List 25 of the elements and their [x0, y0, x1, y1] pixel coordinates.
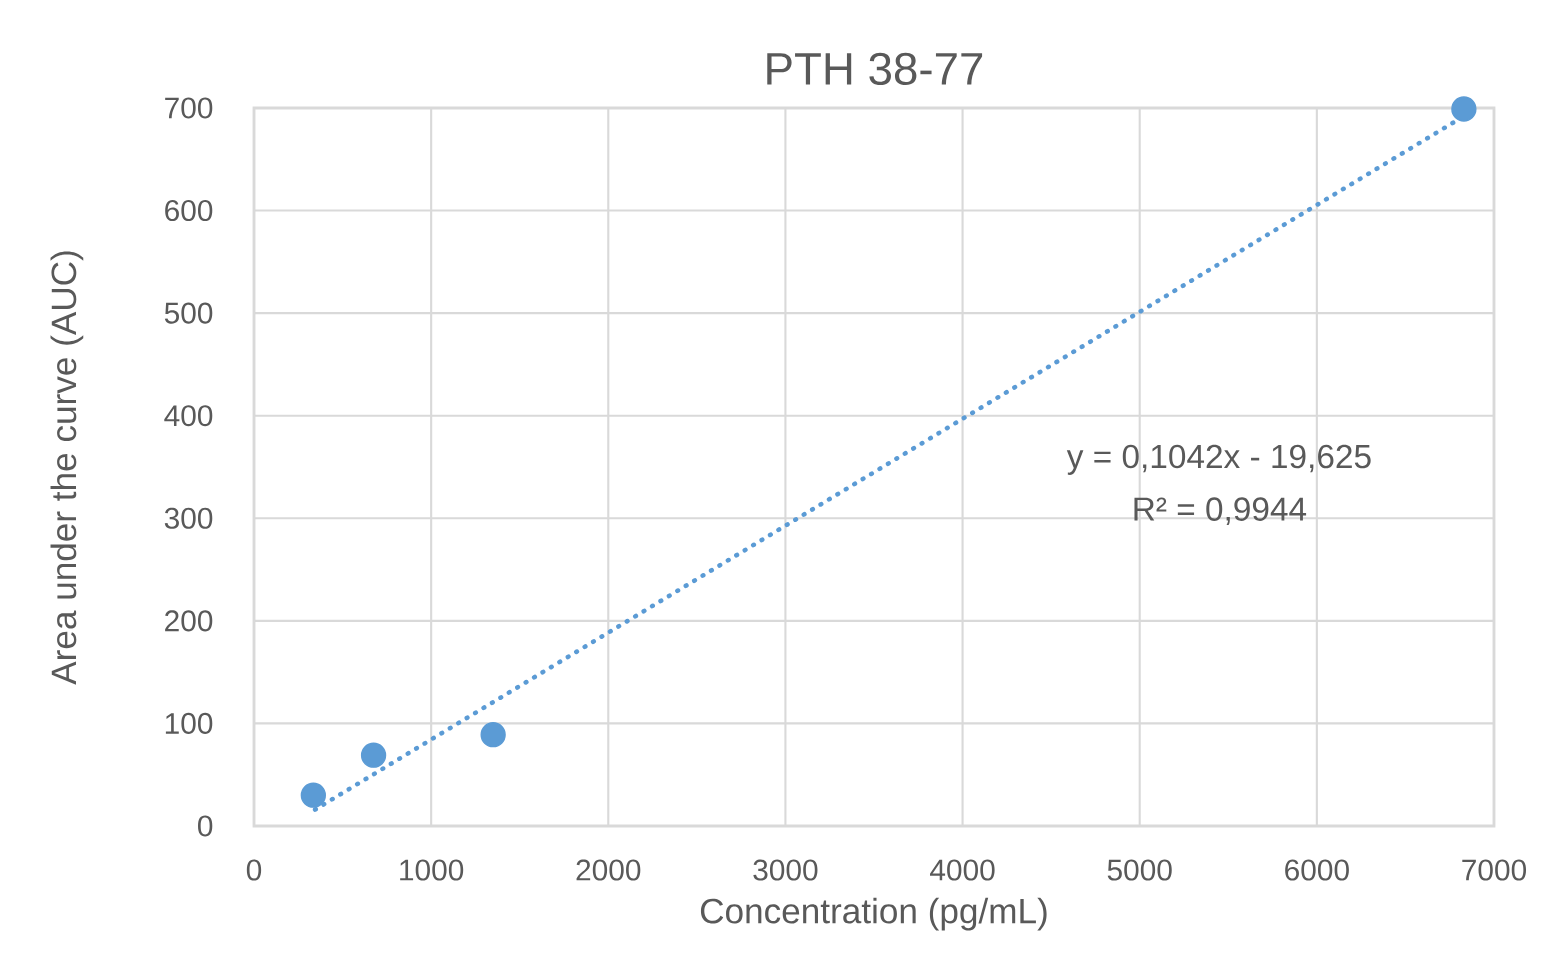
x-axis-title: Concentration (pg/mL) [700, 897, 1047, 931]
x-tick-label: 3000 [753, 859, 818, 881]
x-tick-label: 0 [246, 859, 262, 881]
x-tick-label: 2000 [576, 859, 641, 881]
x-tick-label: 6000 [1285, 859, 1349, 881]
y-tick-label: 300 [164, 507, 213, 529]
y-tick-label: 500 [164, 302, 213, 324]
x-tick-label: 1000 [400, 859, 464, 881]
x-tick-label: 4000 [930, 859, 995, 881]
point [300, 782, 326, 808]
y-axis-title: Area under the curve (AUC) [50, 251, 84, 685]
y-tick-label: 100 [165, 712, 213, 734]
point [480, 722, 506, 748]
point [1451, 96, 1477, 122]
chart-title: PTH 38-77 [767, 52, 983, 86]
annotation: R² = 0,9944 [1134, 497, 1307, 525]
x-tick-label: 7000 [1462, 859, 1527, 881]
y-tick-label: 200 [165, 610, 213, 632]
y-tick-label: 600 [165, 200, 213, 222]
x-tick-label: 5000 [1107, 859, 1172, 881]
annotation: y = 0,1042x - 19,625 [1066, 444, 1371, 475]
y-tick-label: 400 [164, 405, 213, 427]
point [360, 742, 387, 768]
y-tick-label: 0 [198, 815, 213, 837]
y-tick-label: 700 [165, 97, 213, 119]
